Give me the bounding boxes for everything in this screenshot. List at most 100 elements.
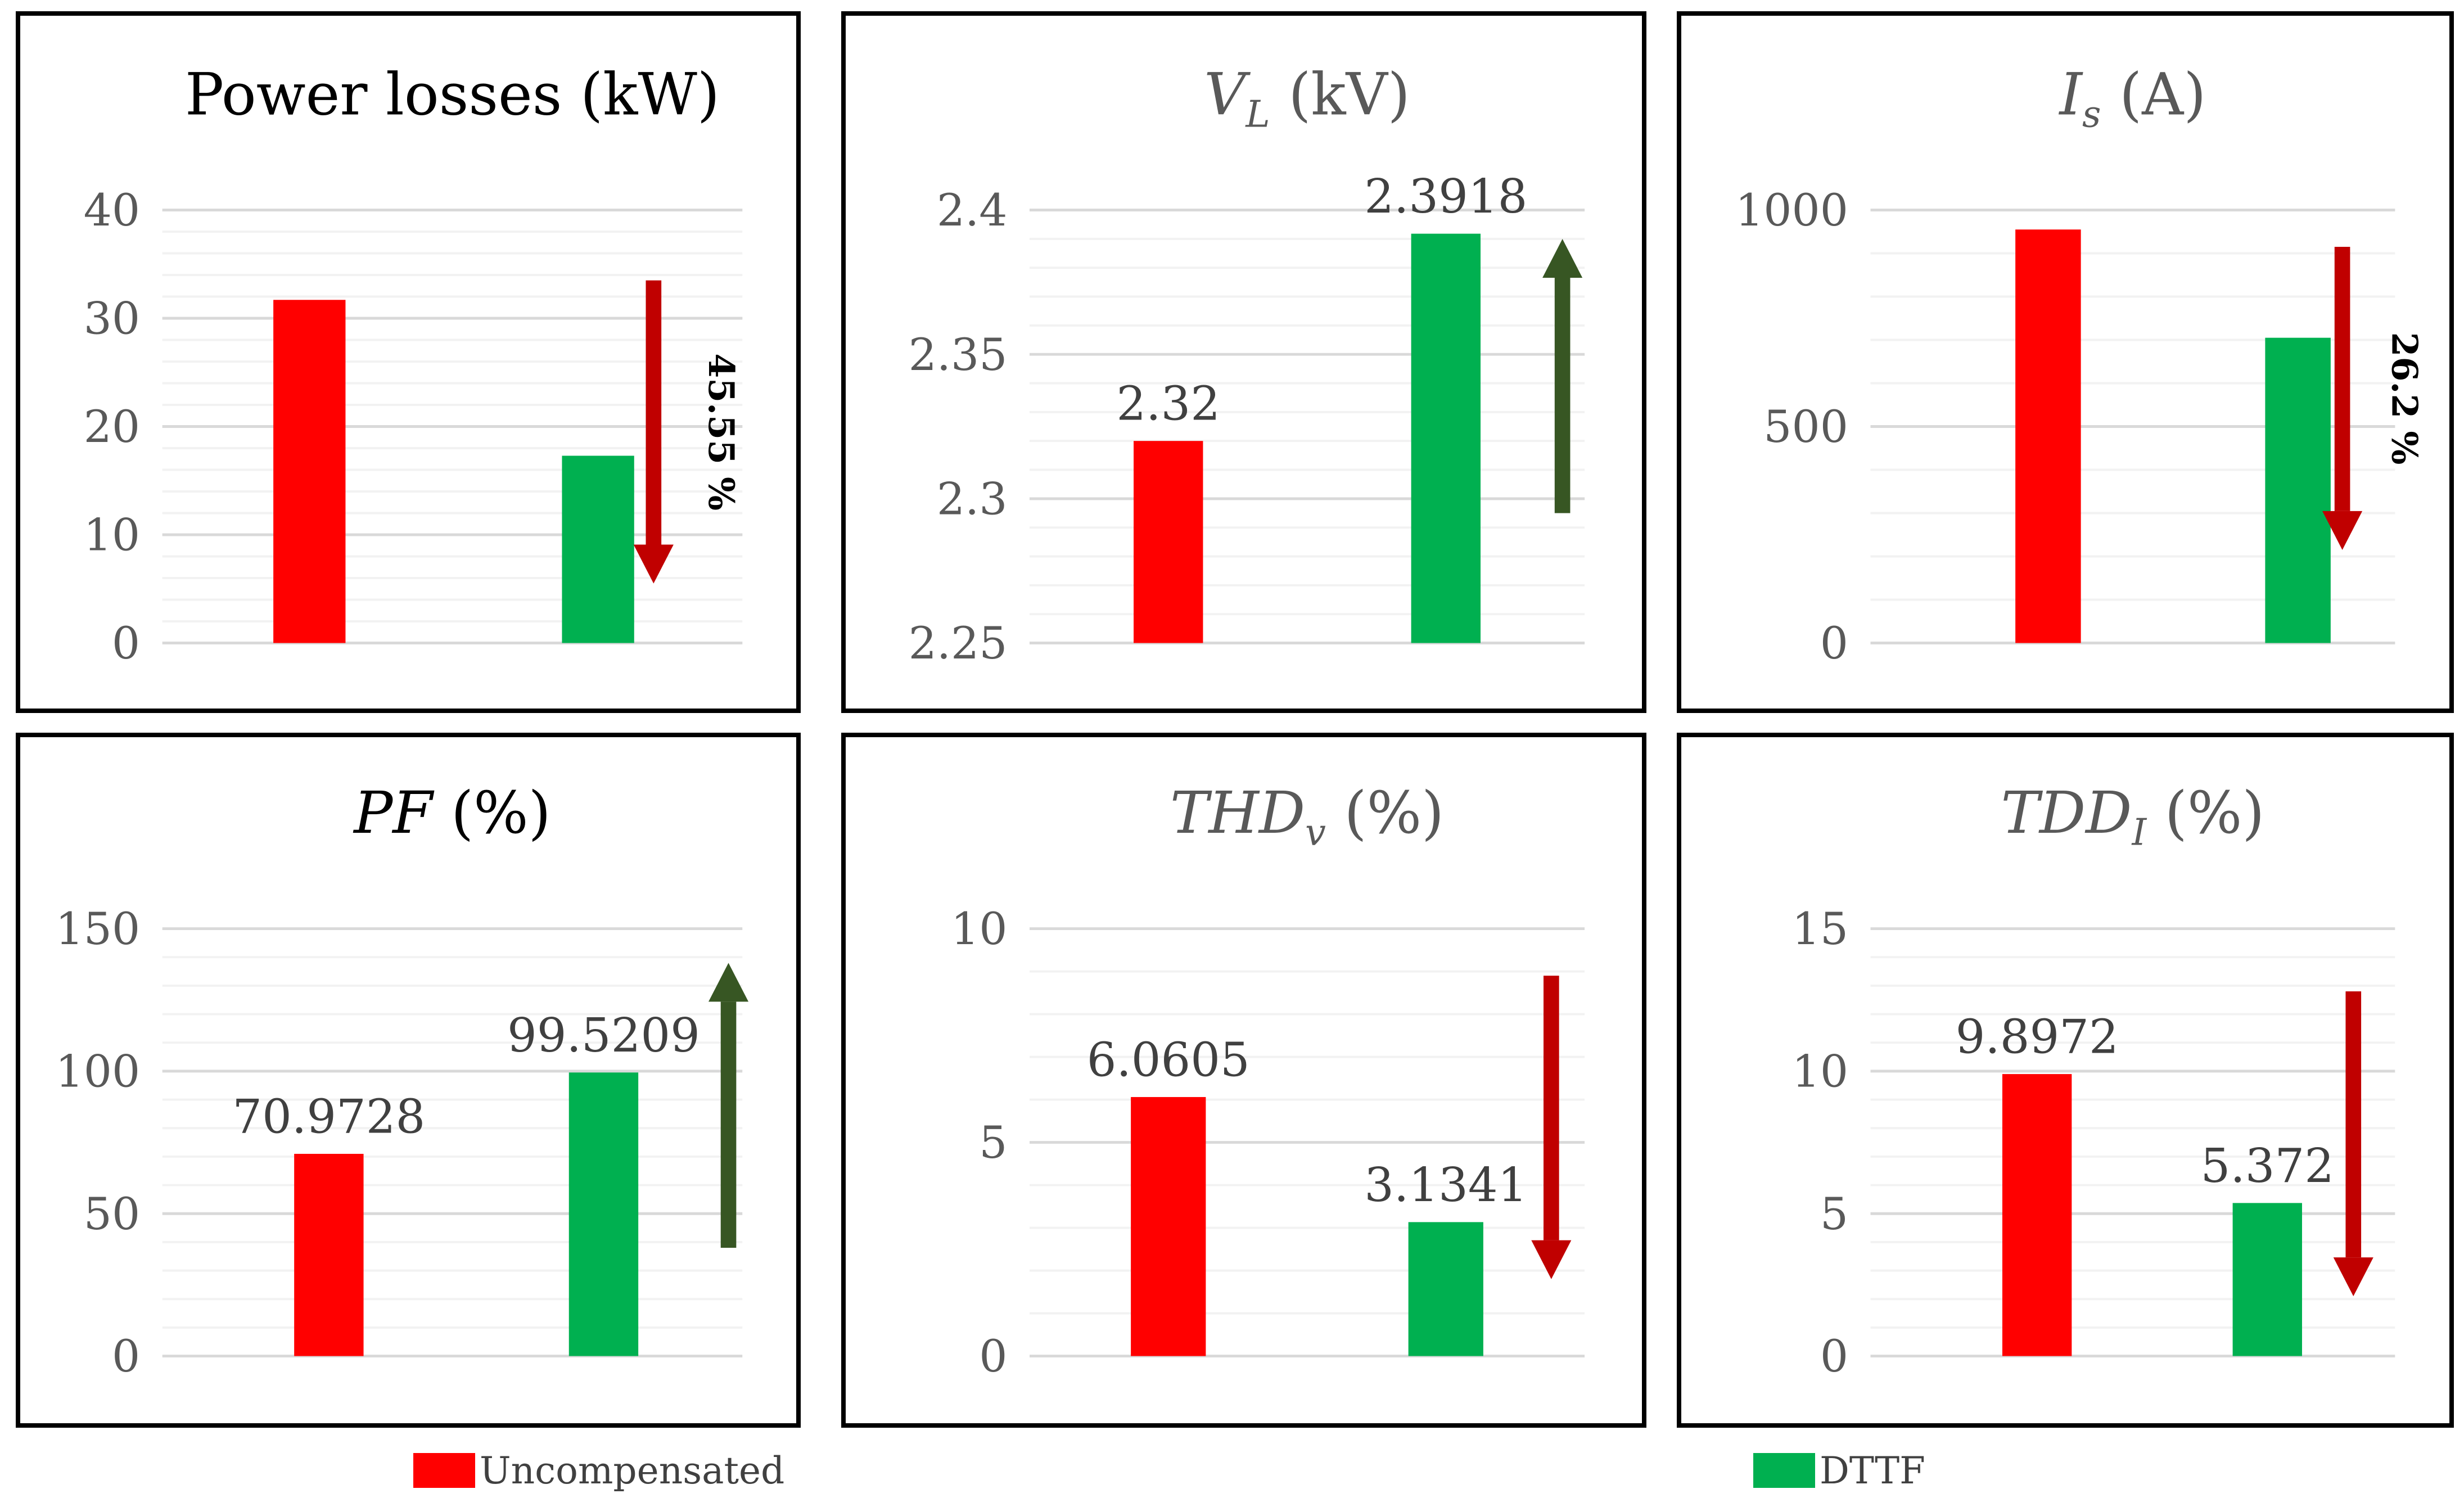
- bar-uncompensated: [2015, 229, 2081, 643]
- data-label: 70.9728: [232, 1089, 425, 1144]
- data-label: 3.1341: [1364, 1158, 1527, 1212]
- y-tick-label: 0: [1820, 1330, 1848, 1382]
- y-tick-label: 1000: [1735, 184, 1848, 236]
- increase-arrow: [1542, 238, 1583, 513]
- bar-uncompensated: [2002, 1074, 2072, 1356]
- chart-title: THDv (%): [1170, 780, 1444, 854]
- y-tick-label: 0: [979, 1330, 1007, 1382]
- chart-title-unit: (%): [1326, 780, 1444, 847]
- y-tick-label: 150: [56, 903, 141, 955]
- data-label: 2.32: [1116, 377, 1220, 431]
- y-tick-label: 0: [1820, 617, 1848, 669]
- arrow-head: [633, 544, 674, 584]
- chart-panel-pf: PF (%) 0 50 100 150 70.9728 99.5209: [16, 733, 801, 1428]
- arrow-shaft: [720, 1001, 737, 1248]
- y-tick-label: 50: [84, 1188, 140, 1240]
- decrease-arrow: [2322, 246, 2363, 550]
- y-tick-label: 0: [112, 617, 140, 669]
- legend-dttf: DTTF: [1753, 1445, 1925, 1496]
- chart-title-subscript: s: [2082, 93, 2101, 136]
- legend-label-dttf: DTTF: [1820, 1449, 1925, 1492]
- y-tick-label: 5: [979, 1117, 1007, 1168]
- chart-title-subscript: I: [2131, 811, 2147, 854]
- chart-title-subscript: v: [1305, 811, 1326, 854]
- arrow-head: [1531, 1240, 1572, 1279]
- chart-title-unit: (A): [2101, 62, 2206, 129]
- arrow-head: [2322, 511, 2363, 550]
- chart-title-unit: (%): [432, 780, 550, 847]
- chart-title-main: THD: [1170, 780, 1305, 847]
- power-losses-chart: Power losses (kW) 0 10 20 30 40 45.55 %: [84, 62, 743, 669]
- y-tick-label: 100: [56, 1046, 141, 1098]
- data-label: 6.0605: [1087, 1032, 1250, 1087]
- chart-title-subscript: L: [1245, 93, 1270, 136]
- data-label: 99.5209: [507, 1008, 700, 1063]
- data-label: 9.8972: [1956, 1010, 2119, 1064]
- bar-uncompensated: [1131, 1097, 1206, 1356]
- arrow-shaft: [1554, 277, 1571, 513]
- data-label: 2.3918: [1364, 169, 1527, 224]
- y-tick-label: 0: [112, 1330, 140, 1382]
- pf-chart: PF (%) 0 50 100 150 70.9728 99.5209: [56, 780, 749, 1382]
- vl-chart: VL (kV) 2.25 2.3 2.35 2.4 2.32 2.3918: [909, 62, 1585, 669]
- chart-panel-power-losses: Power losses (kW) 0 10 20 30 40 45.55 %: [16, 11, 801, 713]
- legend-uncompensated: Uncompensated: [413, 1445, 784, 1496]
- y-tick-label: 30: [84, 293, 140, 345]
- chart-title: Power losses (kW): [185, 62, 720, 129]
- y-tick-label: 2.25: [909, 617, 1008, 669]
- y-tick-label: 2.35: [909, 329, 1008, 381]
- legend-swatch-uncompensated: [413, 1453, 475, 1488]
- arrow-head: [1542, 238, 1583, 278]
- arrow-shaft: [1544, 976, 1559, 1240]
- y-tick-label: 10: [1792, 1046, 1848, 1098]
- chart-title-unit: (%): [2146, 780, 2264, 847]
- is-chart: Is (A) 0 500 1000 26.2 %: [1735, 62, 2425, 669]
- chart-title-main: TDD: [2001, 780, 2132, 847]
- bar-dttf: [562, 455, 634, 643]
- chart-panel-tddi: TDDI (%) 0 5 10 15 9.8972 5.372: [1677, 733, 2454, 1428]
- bar-uncompensated: [294, 1153, 364, 1356]
- y-tick-label: 2.4: [937, 184, 1008, 236]
- chart-panel-is: Is (A) 0 500 1000 26.2 %: [1677, 11, 2454, 713]
- legend-swatch-dttf: [1753, 1453, 1815, 1488]
- decrease-arrow: [633, 280, 674, 584]
- data-label: 5.372: [2201, 1139, 2334, 1193]
- legend-label-uncompensated: Uncompensated: [480, 1449, 785, 1492]
- bar-uncompensated: [273, 300, 346, 643]
- chart-title: VL (kV): [1204, 62, 1410, 136]
- arrow-shaft: [2345, 991, 2362, 1258]
- y-tick-label: 10: [84, 509, 140, 561]
- bar-dttf: [568, 1072, 639, 1356]
- y-tick-label: 2.3: [937, 473, 1008, 525]
- bar-dttf: [1408, 1222, 1483, 1356]
- y-tick-label: 15: [1792, 903, 1848, 955]
- bar-uncompensated: [1134, 441, 1203, 643]
- chart-title-main: PF: [353, 780, 435, 847]
- arrow-shaft: [2334, 246, 2350, 511]
- chart-title-main: Power losses (kW): [185, 62, 720, 129]
- thdv-chart: THDv (%) 0 5 10 6.0605 3.1341: [951, 780, 1585, 1382]
- decrease-arrow: [2333, 991, 2373, 1297]
- chart-title: TDDI (%): [2001, 780, 2264, 854]
- chart-title: Is (A): [2059, 62, 2206, 136]
- chart-panel-thdv: THDv (%) 0 5 10 6.0605 3.1341: [841, 733, 1646, 1428]
- percent-change-label: 26.2 %: [2384, 332, 2425, 465]
- chart-title-main: I: [2059, 62, 2084, 129]
- bar-dttf: [2232, 1203, 2302, 1356]
- y-tick-label: 500: [1763, 401, 1848, 453]
- y-tick-label: 10: [951, 903, 1007, 955]
- decrease-arrow: [1531, 976, 1572, 1279]
- arrow-head: [2333, 1257, 2373, 1297]
- chart-panel-vl: VL (kV) 2.25 2.3 2.35 2.4 2.32 2.3918: [841, 11, 1646, 713]
- arrow-shaft: [646, 280, 662, 545]
- y-tick-label: 20: [84, 401, 140, 453]
- tddi-chart: TDDI (%) 0 5 10 15 9.8972 5.372: [1792, 780, 2395, 1382]
- percent-change-label: 45.55 %: [701, 353, 742, 511]
- bar-dttf: [2265, 337, 2331, 643]
- chart-title-main: V: [1204, 62, 1251, 129]
- chart-title: PF (%): [353, 780, 551, 847]
- chart-title-unit: (kV): [1270, 62, 1410, 129]
- y-tick-label: 5: [1820, 1188, 1848, 1240]
- bar-dttf: [1411, 233, 1481, 643]
- increase-arrow: [708, 963, 749, 1248]
